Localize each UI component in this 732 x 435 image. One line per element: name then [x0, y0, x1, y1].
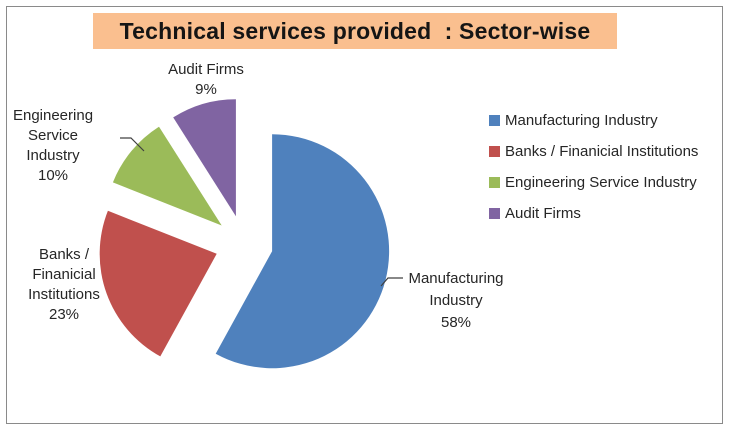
- pie-slice-banks-finanicial-institutions: [99, 210, 217, 357]
- legend-item-label: Banks / Finanicial Institutions: [505, 143, 699, 160]
- legend-item-banks-finanicial-institutions: Banks / Finanicial Institutions: [489, 136, 698, 167]
- legend-swatch-icon: [489, 146, 500, 157]
- legend-swatch-icon: [489, 208, 500, 219]
- legend-item-label: Engineering Service Industry: [505, 174, 697, 191]
- legend-item-audit-firms: Audit Firms: [489, 198, 698, 229]
- pie-slice-engineering-service-industry: [112, 126, 222, 226]
- pie-label-line: Banks /: [38, 246, 90, 263]
- pie-label-line: Industry: [429, 292, 483, 309]
- pie-label-value: 58%: [440, 314, 472, 331]
- pie-label-line: Service: [27, 127, 79, 144]
- chart-title: Technical services provided : Sector-wis…: [93, 13, 617, 49]
- legend-item-manufacturing-industry: Manufacturing Industry: [489, 105, 698, 136]
- pie-label-line: Audit Firms: [168, 61, 244, 78]
- pie-label-leader-line: [120, 137, 145, 152]
- chart-legend: Manufacturing Industry Banks / Finanicia…: [489, 105, 698, 229]
- legend-item-label: Manufacturing Industry: [505, 112, 658, 129]
- legend-swatch-icon: [489, 115, 500, 126]
- pie-label-audit-firms: Audit Firms 9%: [168, 60, 244, 100]
- pie-label-engineering-service-industry: Engineering Service Industry 10%: [13, 106, 93, 186]
- legend-item-engineering-service-industry: Engineering Service Industry: [489, 167, 698, 198]
- legend-item-label: Audit Firms: [505, 205, 581, 222]
- pie-label-line: Finanicial: [32, 266, 96, 283]
- pie-slice-audit-firms: [173, 99, 236, 217]
- pie-label-banks-finanicial-institutions: Banks / Finanicial Institutions 23%: [28, 245, 100, 325]
- pie-label-value: 9%: [195, 81, 217, 98]
- pie-label-line: Engineering: [12, 107, 94, 124]
- pie-label-line: Industry: [26, 147, 80, 164]
- pie-slice-manufacturing-industry: [215, 134, 390, 369]
- pie-label-line: Institutions: [28, 286, 100, 303]
- pie-label-value: 23%: [48, 306, 80, 323]
- pie-label-leader-line: [380, 277, 403, 287]
- legend-swatch-icon: [489, 177, 500, 188]
- pie-label-line: Manufacturing: [408, 270, 504, 287]
- pie-label-value: 10%: [37, 167, 69, 184]
- pie-label-manufacturing-industry: Manufacturing Industry 58%: [408, 268, 503, 334]
